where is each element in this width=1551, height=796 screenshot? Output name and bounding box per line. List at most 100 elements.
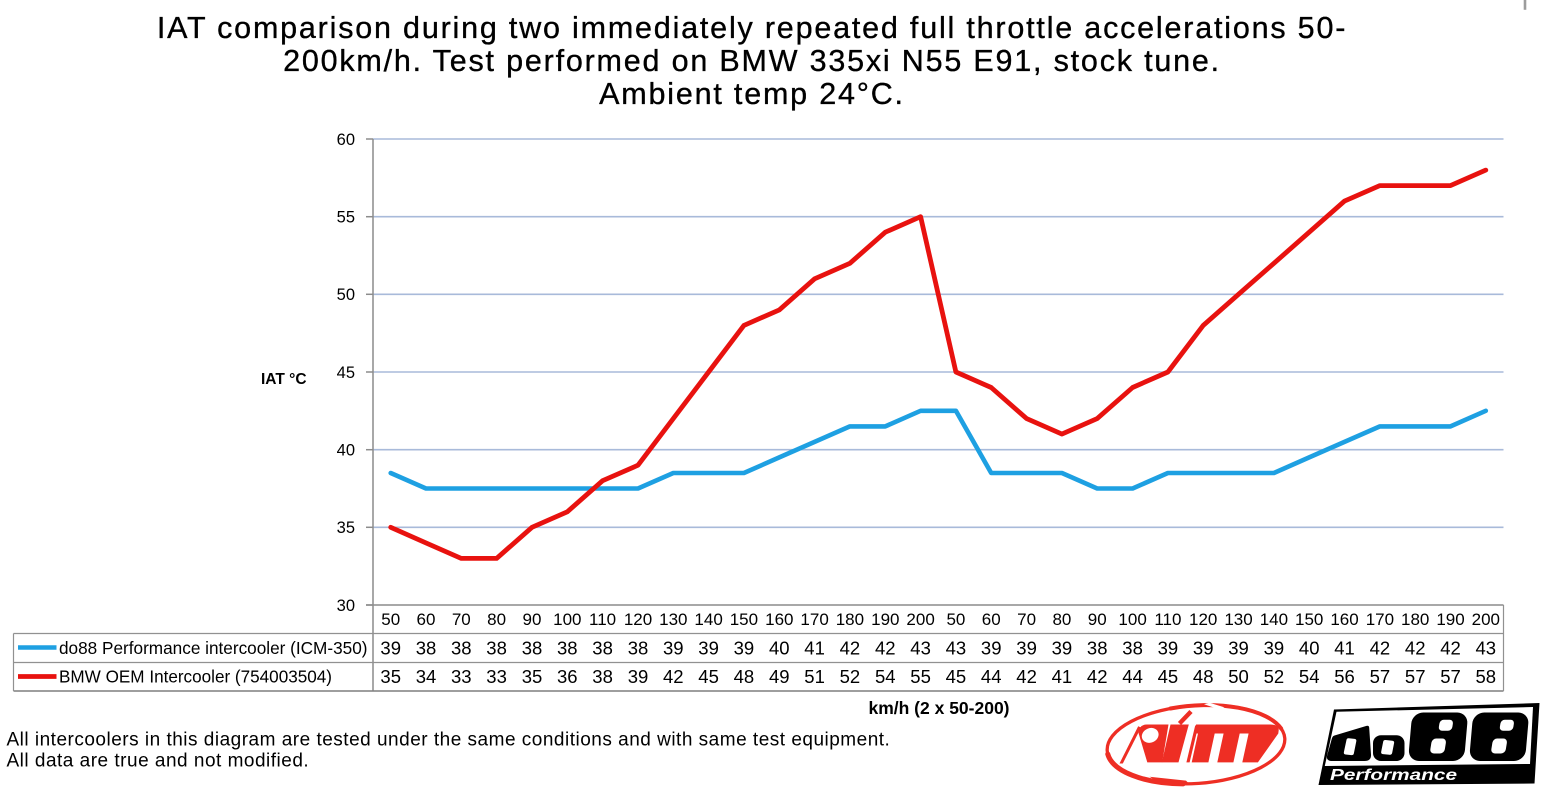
svg-text:42: 42: [875, 638, 896, 659]
svg-text:90: 90: [1088, 610, 1107, 629]
svg-text:160: 160: [765, 610, 793, 629]
svg-text:39: 39: [734, 638, 755, 659]
svg-text:34: 34: [416, 666, 437, 687]
svg-text:BMW OEM Intercooler (754003504: BMW OEM Intercooler (754003504): [59, 667, 332, 687]
svg-text:51: 51: [804, 666, 825, 687]
svg-text:140: 140: [694, 610, 722, 629]
svg-text:100: 100: [1118, 610, 1146, 629]
svg-text:39: 39: [1158, 638, 1179, 659]
svg-text:41: 41: [1334, 638, 1355, 659]
svg-text:120: 120: [624, 610, 652, 629]
svg-text:39: 39: [981, 638, 1002, 659]
svg-text:40: 40: [1299, 638, 1320, 659]
svg-text:160: 160: [1330, 610, 1358, 629]
svg-text:39: 39: [628, 666, 649, 687]
svg-text:43: 43: [1476, 638, 1497, 659]
svg-text:Performance: Performance: [1330, 767, 1458, 784]
svg-text:41: 41: [804, 638, 825, 659]
svg-text:IAT comparison during two imme: IAT comparison during two immediately re…: [157, 11, 1347, 45]
svg-text:190: 190: [871, 610, 899, 629]
svg-text:do88 Performance intercooler (: do88 Performance intercooler (ICM-350): [59, 638, 368, 658]
svg-text:38: 38: [557, 638, 578, 659]
svg-text:All intercoolers in this diagr: All intercoolers in this diagram are tes…: [7, 730, 891, 751]
svg-text:44: 44: [1122, 666, 1143, 687]
svg-text:42: 42: [1440, 638, 1461, 659]
svg-text:38: 38: [628, 638, 649, 659]
svg-text:39: 39: [663, 638, 684, 659]
svg-text:43: 43: [946, 638, 967, 659]
svg-text:44: 44: [981, 666, 1002, 687]
svg-text:42: 42: [1370, 638, 1391, 659]
svg-text:39: 39: [1052, 638, 1073, 659]
svg-text:200: 200: [1472, 610, 1500, 629]
svg-text:56: 56: [1334, 666, 1355, 687]
svg-text:190: 190: [1436, 610, 1464, 629]
svg-text:45: 45: [1158, 666, 1179, 687]
svg-text:Ambient temp 24°C.: Ambient temp 24°C.: [599, 77, 905, 111]
svg-text:57: 57: [1405, 666, 1426, 687]
svg-text:43: 43: [910, 638, 931, 659]
svg-text:60: 60: [337, 131, 355, 149]
svg-text:42: 42: [840, 638, 861, 659]
svg-text:140: 140: [1260, 610, 1288, 629]
svg-text:50: 50: [337, 286, 355, 304]
svg-text:45: 45: [946, 666, 967, 687]
svg-text:38: 38: [1087, 638, 1108, 659]
svg-text:39: 39: [1228, 638, 1249, 659]
svg-text:54: 54: [875, 666, 896, 687]
svg-text:180: 180: [1401, 610, 1429, 629]
svg-text:38: 38: [486, 638, 507, 659]
svg-text:200km/h. Test performed on BMW: 200km/h. Test performed on BMW 335xi N55…: [283, 44, 1221, 78]
svg-text:57: 57: [1440, 666, 1461, 687]
svg-text:48: 48: [734, 666, 755, 687]
svg-text:50: 50: [946, 610, 965, 629]
svg-text:120: 120: [1189, 610, 1217, 629]
svg-text:42: 42: [663, 666, 684, 687]
svg-text:38: 38: [451, 638, 472, 659]
svg-text:42: 42: [1016, 666, 1037, 687]
svg-text:39: 39: [380, 638, 401, 659]
svg-text:38: 38: [522, 638, 543, 659]
svg-text:70: 70: [452, 610, 471, 629]
svg-text:35: 35: [380, 666, 401, 687]
svg-text:IAT °C: IAT °C: [261, 371, 307, 388]
svg-text:57: 57: [1370, 666, 1391, 687]
svg-text:40: 40: [769, 638, 790, 659]
svg-text:36: 36: [557, 666, 578, 687]
svg-text:200: 200: [906, 610, 934, 629]
svg-text:38: 38: [592, 666, 613, 687]
svg-text:150: 150: [730, 610, 758, 629]
svg-text:130: 130: [1224, 610, 1252, 629]
svg-text:90: 90: [523, 610, 542, 629]
svg-text:40: 40: [337, 442, 355, 460]
svg-text:49: 49: [769, 666, 790, 687]
svg-text:All data are true and not modi: All data are true and not modified.: [7, 751, 310, 772]
svg-text:38: 38: [1122, 638, 1143, 659]
svg-text:42: 42: [1087, 666, 1108, 687]
svg-text:170: 170: [1366, 610, 1394, 629]
svg-text:58: 58: [1476, 666, 1497, 687]
svg-text:54: 54: [1299, 666, 1320, 687]
svg-text:39: 39: [1193, 638, 1214, 659]
svg-text:55: 55: [910, 666, 931, 687]
svg-text:60: 60: [417, 610, 436, 629]
svg-text:39: 39: [698, 638, 719, 659]
svg-text:60: 60: [982, 610, 1001, 629]
svg-text:52: 52: [840, 666, 861, 687]
svg-text:110: 110: [1154, 610, 1181, 629]
svg-text:33: 33: [451, 666, 472, 687]
svg-text:170: 170: [800, 610, 828, 629]
svg-text:33: 33: [486, 666, 507, 687]
svg-text:110: 110: [589, 610, 616, 629]
svg-text:80: 80: [487, 610, 506, 629]
svg-text:80: 80: [1052, 610, 1071, 629]
svg-text:130: 130: [659, 610, 687, 629]
svg-text:38: 38: [416, 638, 437, 659]
svg-text:35: 35: [337, 519, 355, 537]
svg-text:30: 30: [337, 597, 355, 615]
svg-text:55: 55: [337, 209, 355, 227]
svg-text:km/h (2 x 50-200): km/h (2 x 50-200): [868, 698, 1009, 718]
svg-text:35: 35: [522, 666, 543, 687]
svg-text:150: 150: [1295, 610, 1323, 629]
svg-text:52: 52: [1264, 666, 1285, 687]
